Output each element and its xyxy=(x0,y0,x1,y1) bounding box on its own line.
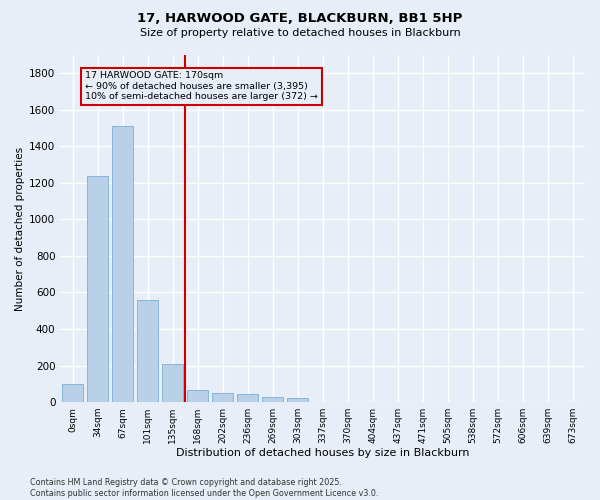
Bar xyxy=(262,396,283,402)
Text: Size of property relative to detached houses in Blackburn: Size of property relative to detached ho… xyxy=(140,28,460,38)
Y-axis label: Number of detached properties: Number of detached properties xyxy=(15,146,25,310)
Bar xyxy=(87,176,109,402)
Bar xyxy=(137,300,158,402)
Bar xyxy=(237,394,258,402)
Bar xyxy=(187,390,208,402)
X-axis label: Distribution of detached houses by size in Blackburn: Distribution of detached houses by size … xyxy=(176,448,469,458)
Bar xyxy=(112,126,133,402)
Text: 17, HARWOOD GATE, BLACKBURN, BB1 5HP: 17, HARWOOD GATE, BLACKBURN, BB1 5HP xyxy=(137,12,463,26)
Bar xyxy=(62,384,83,402)
Text: Contains HM Land Registry data © Crown copyright and database right 2025.
Contai: Contains HM Land Registry data © Crown c… xyxy=(30,478,379,498)
Bar xyxy=(162,364,184,402)
Text: 17 HARWOOD GATE: 170sqm
← 90% of detached houses are smaller (3,395)
10% of semi: 17 HARWOOD GATE: 170sqm ← 90% of detache… xyxy=(85,72,318,101)
Bar xyxy=(287,398,308,402)
Bar xyxy=(212,393,233,402)
